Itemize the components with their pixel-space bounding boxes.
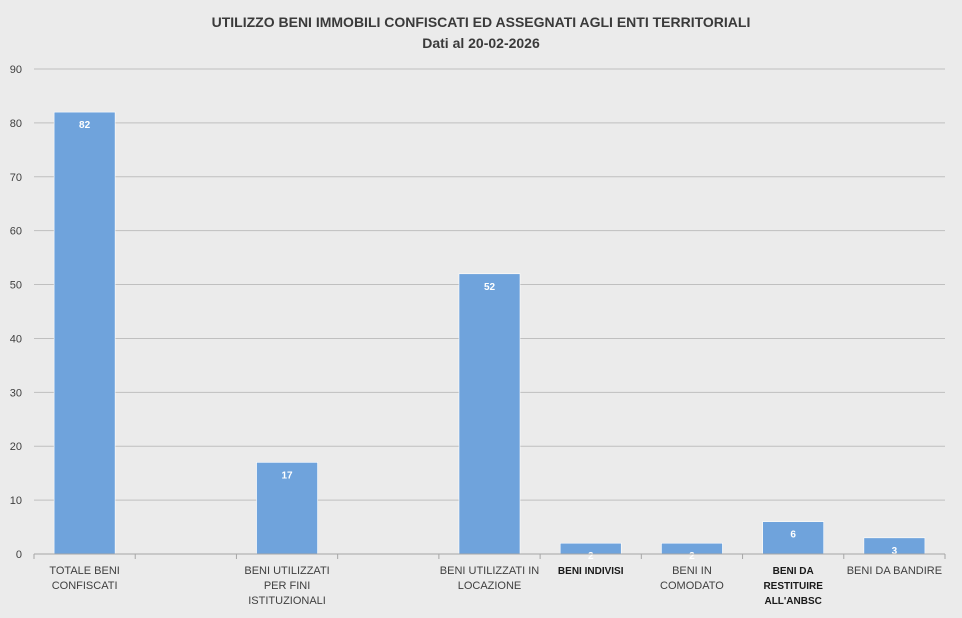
y-tick-label: 20 [10, 441, 22, 453]
chart-subtitle: Dati al 20-02-2026 [422, 35, 540, 51]
bars [53, 111, 926, 555]
y-tick-label: 10 [10, 495, 22, 507]
category-label: TOTALE BENI [49, 565, 120, 577]
y-tick-label: 80 [10, 118, 22, 130]
y-tick-label: 60 [10, 226, 22, 238]
y-axis-tick-labels: 0 10 20 30 40 50 60 70 80 90 [10, 64, 22, 561]
category-label: LOCAZIONE [458, 580, 522, 592]
category-label: BENI UTILIZZATI IN [440, 565, 539, 577]
category-label: CONFISCATI [52, 580, 118, 592]
category-label: ALL'ANBSC [764, 596, 821, 607]
category-labels: TOTALE BENI CONFISCATI BENI UTILIZZATI PER … [49, 565, 942, 607]
bar [256, 462, 318, 555]
data-label: 52 [484, 282, 496, 293]
y-tick-label: 30 [10, 387, 22, 399]
data-label: 17 [281, 470, 293, 481]
category-label: BENI IN [672, 565, 712, 577]
bar [762, 521, 824, 555]
data-label: 6 [790, 530, 796, 541]
data-label: 2 [689, 551, 695, 562]
category-label: RESTITUIRE [763, 581, 823, 592]
y-tick-label: 50 [10, 280, 22, 292]
chart-title: UTILIZZO BENI IMMOBILI CONFISCATI ED ASS… [212, 14, 751, 30]
y-tick-label: 40 [10, 333, 22, 345]
bar [53, 111, 116, 555]
data-labels: 82 17 52 2 2 6 3 [79, 120, 898, 562]
category-label: BENI UTILIZZATI [244, 565, 329, 577]
category-label: BENI INDIVISI [558, 566, 624, 577]
category-label: COMODATO [660, 580, 724, 592]
category-label: ISTITUZIONALI [248, 595, 326, 607]
category-label: BENI DA [773, 566, 814, 577]
data-label: 82 [79, 120, 91, 131]
y-tick-label: 0 [16, 549, 22, 561]
bar [458, 273, 521, 555]
data-label: 2 [588, 551, 594, 562]
category-label: PER FINI [264, 580, 310, 592]
x-axis [33, 553, 946, 559]
y-tick-label: 90 [10, 64, 22, 76]
data-label: 3 [892, 546, 898, 557]
category-label: BENI DA BANDIRE [847, 565, 942, 577]
y-tick-label: 70 [10, 172, 22, 184]
